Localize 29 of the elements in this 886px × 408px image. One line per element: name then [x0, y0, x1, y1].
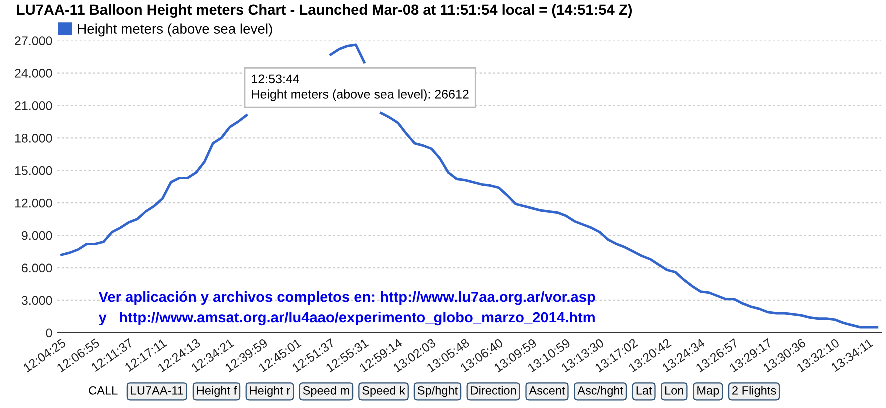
text: Asc/hght	[578, 386, 624, 398]
y-tick-label: 6.000	[22, 264, 52, 273]
annotation: Ver aplicación y archivos completos en: http://www.lu7aa.org.ar/vor.asp	[98, 291, 596, 306]
text: CALL	[89, 386, 118, 395]
y-tick-label: 3.000	[22, 296, 52, 306]
y-tick-label: 0	[46, 328, 52, 338]
y-tick-label: 18.000	[15, 134, 52, 143]
y-tick-label: 12.000	[15, 198, 52, 208]
legend-label: Height meters (above sea level)	[78, 24, 272, 37]
text: Height f	[197, 386, 238, 398]
y-tick-label: 27.000	[15, 36, 52, 46]
y-tick-label: 24.000	[15, 69, 52, 78]
text: Speed k	[362, 386, 406, 398]
text: Ascent	[529, 386, 566, 395]
annotation: 12:53:44 Height meters (above sea level): 26612	[252, 74, 469, 102]
text: Height r	[250, 386, 290, 398]
annotation: y http://www.amsat.org.ar/lu4aao/experimento_globo_marzo_2014.htm	[98, 312, 595, 326]
y-tick-label: 21.000	[15, 102, 52, 110]
text: Direction	[471, 386, 516, 395]
text: LU7AA-11	[131, 386, 184, 395]
text: 2 Flights	[732, 386, 776, 398]
text: Lon	[666, 386, 684, 395]
text: Speed m	[303, 386, 350, 398]
text: Lat	[636, 386, 652, 395]
y-tick-label: 9.000	[22, 231, 52, 240]
text: Map	[698, 386, 720, 398]
y-tick-label: 15.000	[15, 166, 52, 176]
text: Sp/hght	[418, 386, 458, 398]
chart-title: LU7AA-11 Balloon Height meters Chart - Launched Mar-08 at 11:51:54 local = (14:51:54 Z)	[17, 4, 632, 18]
